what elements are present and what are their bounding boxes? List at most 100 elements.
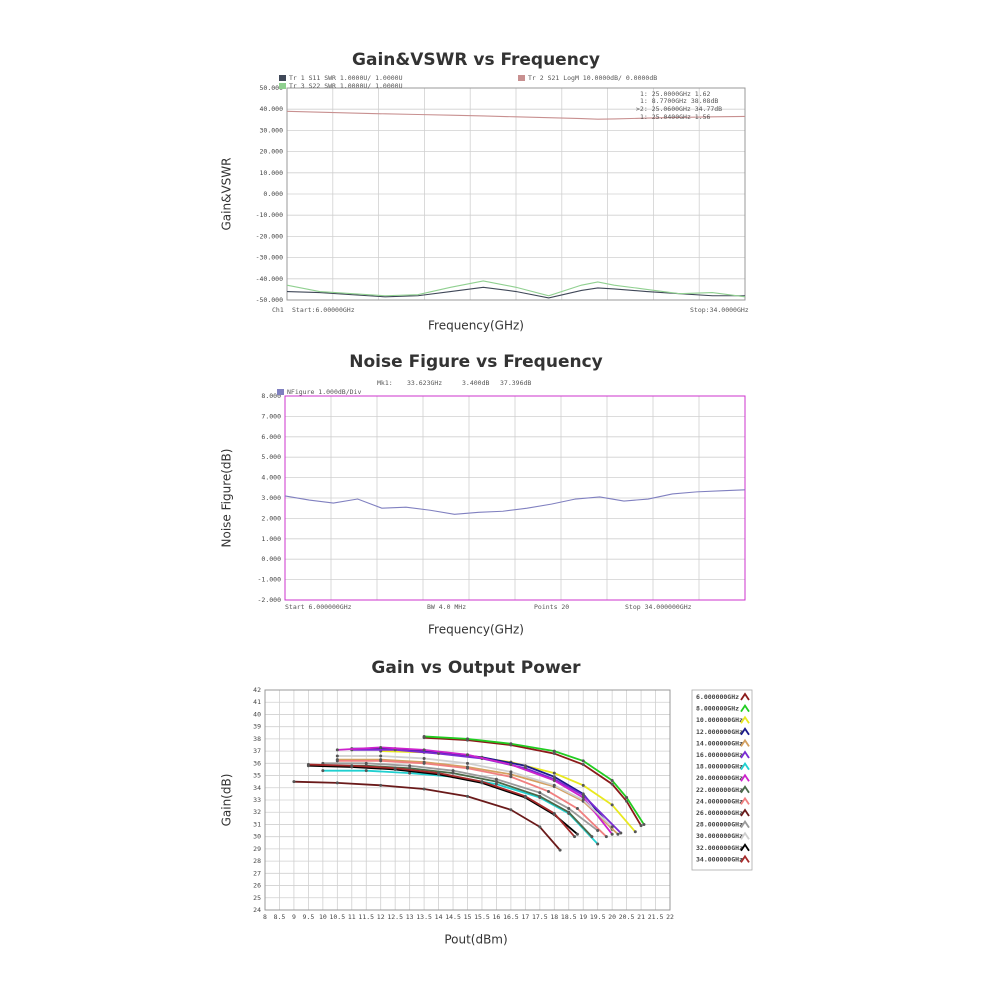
x-tick-label: 15.5 [474,913,490,921]
x-tick-label: 14.5 [445,913,461,921]
data-point [422,734,426,738]
data-point [494,780,498,784]
data-point [581,783,585,787]
y-tick-label: 30 [253,833,261,841]
data-point [596,829,600,833]
y-tick-label: -2.000 [258,596,282,604]
data-point [422,756,426,760]
y-tick-label: 35 [253,772,261,780]
y-tick-label: 7.000 [261,412,281,420]
legend-label: 20.000000GHz [696,774,743,782]
legend-swatch [740,727,750,736]
x-tick-label: 8 [263,913,267,921]
plot-border [264,689,671,911]
y-tick-label: 30.000 [260,126,284,134]
data-point [616,832,620,836]
legend-swatch [740,854,750,863]
legend-label: Tr 3 S22 SWR 1.0000U/ 1.0000U [289,82,403,90]
legend-swatch [740,843,750,852]
data-point [451,771,455,775]
x-tick-label: 21.5 [648,913,664,921]
y-tick-label: 20.000 [260,148,284,156]
y-tick-label: 4.000 [261,474,281,482]
data-point [581,759,585,763]
legend-label: 34.000000GHz [696,855,743,863]
y-axis-label: Gain&VSWR [220,158,234,231]
legend-label: Tr 1 S11 SWR 1.0000U/ 1.0000U [289,74,403,82]
y-tick-label: -20.000 [256,232,283,240]
data-point [552,749,556,753]
chart-title: Gain vs Output Power [371,658,581,678]
data-point [590,835,594,839]
data-point [466,766,469,770]
data-point [437,771,441,775]
data-point [466,761,469,765]
legend-swatch [277,389,284,395]
y-tick-label: 2.000 [261,514,281,522]
annotation: 3.400dB [462,379,489,387]
legend-swatch [740,703,750,713]
data-point [642,822,646,826]
x-tick-label: 18.5 [561,913,577,921]
x-tick-label: 13.5 [416,913,432,921]
legend-label: 28.000000GHz [696,821,743,829]
y-tick-label: 40 [253,710,261,718]
y-tick-label: 41 [253,698,261,706]
legend-label: 16.000000GHz [696,751,743,759]
data-point [509,772,513,776]
y-tick-label: 34 [253,784,261,792]
annotation: Stop 34.000000GHz [625,603,692,611]
legend-swatch [279,75,286,81]
legend-label: Tr 2 S21 LogM 10.0000dB/ 0.0000dB [528,74,657,82]
legend-swatch [740,750,750,759]
annotation: Points 20 [534,603,569,611]
data-point [610,782,614,786]
data-point [364,769,368,773]
series-line [322,762,599,832]
y-tick-label: 37 [253,747,261,755]
series-line [337,759,607,838]
data-point [451,769,455,773]
series-line [284,489,746,515]
data-point [306,763,310,767]
data-point [581,763,585,767]
annotation: Stop:34.0000GHz [690,306,749,314]
data-point [364,761,368,765]
data-point [610,778,614,782]
data-point [552,752,556,756]
y-tick-label: 25 [253,894,261,902]
data-point [573,835,577,839]
legend-label: 22.000000GHz [696,786,743,794]
legend-label: 32.000000GHz [696,844,743,852]
data-point [393,766,397,770]
y-tick-label: 6.000 [261,433,281,441]
x-tick-label: 12.5 [387,913,403,921]
plot-border [284,395,746,601]
data-point [292,780,296,784]
x-tick-label: 19 [579,913,587,921]
legend-swatch [740,831,750,840]
data-point [437,752,441,756]
data-point [408,771,412,775]
data-point [422,761,426,765]
annotation: 1: 25.0400GHz 1.56 [640,113,711,121]
data-point [567,807,571,811]
chart: Noise Figure vs Frequency Noise Figure(dB… [220,352,746,637]
data-point [633,830,637,834]
legend-swatch [279,83,286,89]
y-tick-label: 29 [253,845,261,853]
data-point [604,835,608,839]
legend-label: 10.000000GHz [696,716,743,724]
x-tick-label: 22 [666,913,674,921]
data-point [335,754,339,758]
data-point [379,759,383,763]
x-tick-label: 10.5 [329,913,345,921]
y-tick-label: 26 [253,882,261,890]
y-tick-label: -50.000 [256,296,283,304]
legend-label: 12.000000GHz [696,728,743,736]
data-point [552,811,556,815]
x-tick-label: 18 [550,913,558,921]
data-point [494,782,498,786]
legend-label: 18.000000GHz [696,763,743,771]
